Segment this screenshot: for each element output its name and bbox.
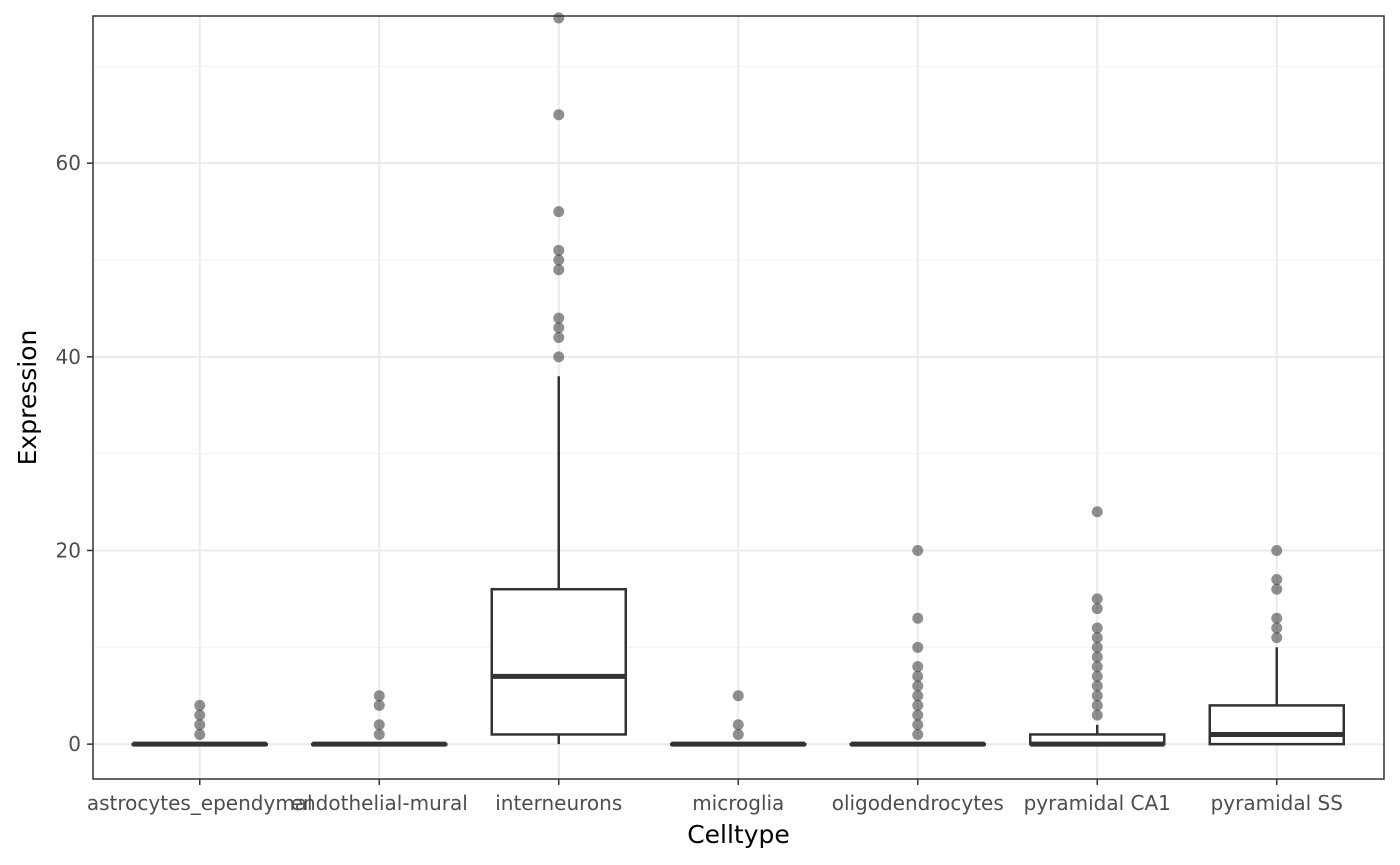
y-tick-label: 20 [56, 538, 81, 562]
outlier-points [194, 12, 1283, 740]
outlier-point [1091, 690, 1103, 702]
outlier-point [194, 699, 206, 711]
outlier-point [553, 322, 565, 334]
outlier-point [912, 641, 924, 653]
outlier-point [553, 244, 565, 256]
outlier-point [373, 728, 385, 740]
outlier-point [553, 109, 565, 121]
outlier-point [1091, 603, 1103, 615]
outlier-point [1091, 622, 1103, 634]
outlier-point [1091, 699, 1103, 711]
outlier-point [1271, 622, 1283, 634]
outlier-point [912, 670, 924, 682]
x-tick-label: astrocytes_ependymal [87, 791, 313, 815]
outlier-point [1271, 583, 1283, 595]
outlier-point [732, 690, 744, 702]
y-tick-label: 0 [68, 732, 81, 756]
box-interneurons [490, 376, 627, 745]
boxes [131, 376, 1345, 747]
x-tick-label: interneurons [495, 791, 622, 815]
outlier-point [194, 728, 206, 740]
outlier-point [912, 690, 924, 702]
box-oligodendrocytes [849, 741, 986, 747]
x-tick-label: oligodendrocytes [832, 791, 1004, 815]
outlier-point [1271, 632, 1283, 644]
y-tick-label: 40 [56, 345, 81, 369]
outlier-point [553, 206, 565, 218]
outlier-point [194, 709, 206, 721]
x-tick-label: pyramidal CA1 [1024, 791, 1171, 815]
outlier-point [373, 699, 385, 711]
outlier-point [553, 12, 565, 24]
outlier-point [194, 719, 206, 731]
outlier-point [553, 254, 565, 266]
box-body [490, 587, 627, 736]
x-tick-label: pyramidal SS [1211, 791, 1343, 815]
outlier-point [553, 312, 565, 324]
outlier-point [553, 351, 565, 363]
box-body [1208, 704, 1345, 746]
outlier-point [373, 719, 385, 731]
outlier-point [1091, 651, 1103, 663]
outlier-point [1091, 680, 1103, 692]
outlier-point [1091, 661, 1103, 673]
box-pyramidal-ca1 [1029, 724, 1166, 747]
outlier-point [912, 719, 924, 731]
y-axis-title: Expression [13, 330, 42, 466]
x-tick-label: microglia [692, 791, 784, 815]
box-endothelial-mural [311, 741, 448, 747]
outlier-point [1271, 544, 1283, 556]
outlier-point [732, 728, 744, 740]
outlier-point [1271, 574, 1283, 586]
outlier-point [912, 699, 924, 711]
outlier-point [912, 661, 924, 673]
box-astrocytes-ependymal [131, 741, 268, 747]
outlier-point [912, 728, 924, 740]
outlier-point [553, 331, 565, 343]
outlier-point [1091, 709, 1103, 721]
grid-lines [93, 16, 1384, 779]
outlier-point [553, 264, 565, 276]
box-microglia [670, 741, 807, 747]
axes: 0 20 40 60 astrocytes_ependymalendothelial-m… [56, 151, 1343, 815]
x-tick-label: endothelial-mural [291, 791, 468, 815]
outlier-point [1271, 612, 1283, 624]
outlier-point [1091, 593, 1103, 605]
outlier-point [912, 709, 924, 721]
y-tick-label: 60 [56, 151, 81, 175]
outlier-point [373, 690, 385, 702]
outlier-point [912, 544, 924, 556]
outlier-point [732, 719, 744, 731]
outlier-point [1091, 506, 1103, 518]
x-axis-title: Celltype [687, 820, 790, 849]
box-pyramidal-ss [1208, 647, 1345, 746]
outlier-point [912, 612, 924, 624]
outlier-point [1091, 670, 1103, 682]
outlier-point [912, 680, 924, 692]
outlier-point [1091, 632, 1103, 644]
outlier-point [1091, 641, 1103, 653]
